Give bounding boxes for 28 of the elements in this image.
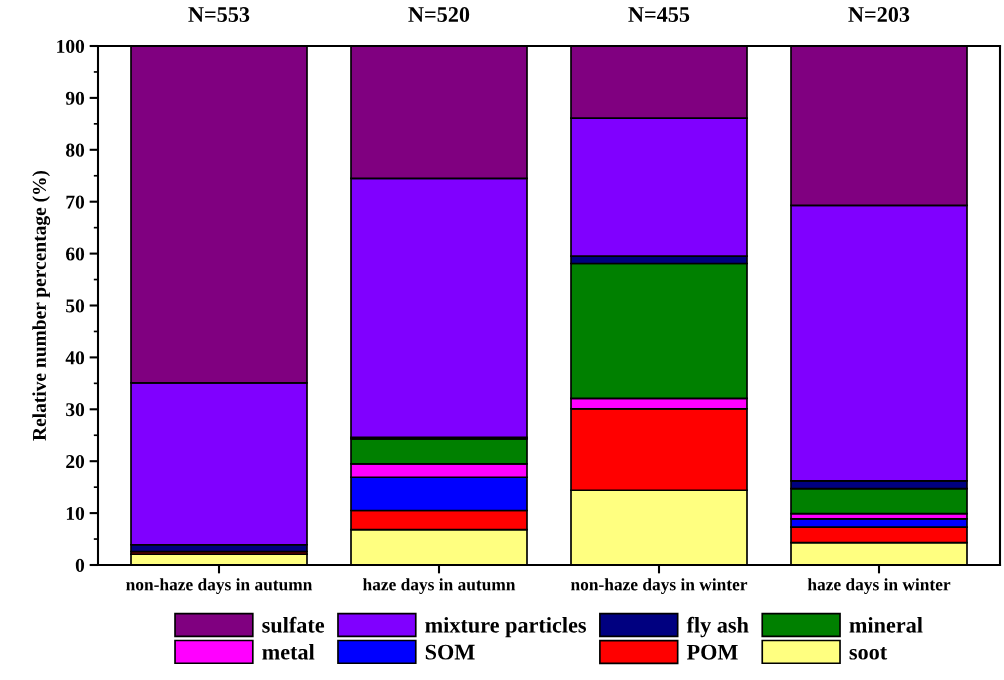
legend-label: mineral: [849, 617, 923, 633]
annotation: N=553: [188, 7, 250, 23]
y-tick-label: 60: [66, 247, 85, 261]
y-tick-label: 0: [75, 558, 85, 572]
y-tick-label: 40: [65, 351, 85, 365]
y-axis-title: Relative number percentage (%): [32, 170, 51, 441]
y-tick-label: 100: [57, 39, 85, 53]
legend-label: mixture particles: [425, 617, 587, 638]
legend-label: POM: [686, 644, 738, 660]
x-tick-label: haze days in winter: [807, 578, 951, 594]
x-tick-label: haze days in autumn: [362, 578, 516, 594]
legend-label: metal: [262, 643, 315, 660]
y-tick-label: 90: [65, 91, 85, 105]
annotation: N=455: [628, 7, 690, 23]
x-tick-label: non-haze days in winter: [570, 578, 748, 594]
y-tick-label: 70: [66, 195, 85, 209]
legend-label: sulfate: [262, 616, 325, 633]
y-tick-label: 20: [66, 455, 85, 469]
x-tick-label: non-haze days in autumn: [126, 578, 313, 594]
y-tick-label: 80: [66, 143, 85, 157]
annotation: N=203: [848, 7, 910, 23]
legend-label: fly ash: [686, 616, 749, 638]
legend-label: soot: [849, 646, 888, 660]
y-tick-label: 50: [66, 299, 85, 313]
legend-label: SOM: [425, 644, 475, 660]
annotation: N=520: [408, 7, 470, 23]
y-tick-label: 10: [66, 506, 85, 521]
y-tick-label: 30: [66, 403, 85, 417]
